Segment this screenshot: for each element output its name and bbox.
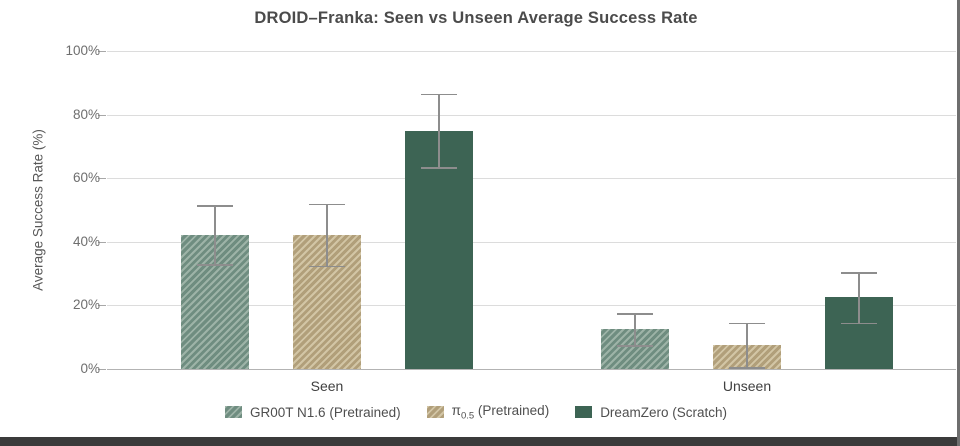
legend-label: DreamZero (Scratch) — [600, 404, 727, 420]
error-bar — [421, 167, 457, 169]
window-bottom-edge — [0, 437, 960, 446]
legend-label: GR00T N1.6 (Pretrained) — [250, 404, 401, 420]
x-category-label-unseen: Unseen — [722, 378, 772, 394]
legend-item-0: GR00T N1.6 (Pretrained) — [225, 405, 401, 420]
error-bar — [421, 93, 457, 96]
legend-item-2: DreamZero (Scratch) — [575, 405, 727, 420]
gridline — [107, 51, 956, 52]
error-bar — [214, 205, 216, 265]
error-bar — [858, 272, 860, 323]
chart-title: DROID–Franka: Seen vs Unseen Average Suc… — [254, 9, 698, 27]
y-tick-label: 100% — [65, 43, 100, 58]
error-bar — [617, 345, 653, 347]
error-bar — [746, 322, 748, 368]
y-tick-label: 40% — [72, 233, 100, 249]
error-bar — [326, 203, 328, 266]
legend-item-1: π0.5 (Pretrained) — [426, 403, 550, 422]
legend-label: π0.5 (Pretrained) — [451, 403, 550, 422]
error-bar — [197, 205, 233, 207]
y-tick-label: 60% — [72, 170, 100, 186]
bar-unseen-series-0 — [601, 329, 669, 369]
gridline — [107, 178, 956, 180]
error-bar — [309, 265, 345, 268]
gridline — [107, 241, 956, 243]
bar-seen-series-2 — [405, 130, 473, 369]
y-tick-label: 80% — [72, 106, 100, 122]
y-tick-mark — [98, 241, 106, 243]
legend: GR00T N1.6 (Pretrained) π0.5 (Pretrained)… — [0, 403, 952, 422]
error-bar — [729, 367, 765, 369]
y-tick-mark — [98, 51, 106, 52]
gridline — [107, 305, 956, 307]
bar-seen-series-1 — [293, 235, 361, 369]
legend-swatch — [426, 406, 444, 419]
bar-seen-series-0 — [181, 235, 249, 369]
error-bar — [309, 203, 345, 206]
error-bar — [617, 313, 653, 315]
error-bar — [841, 322, 877, 325]
y-tick-mark — [98, 178, 106, 180]
error-bar — [634, 313, 636, 346]
x-category-label-seen: Seen — [310, 378, 344, 394]
y-axis-label: Average Success Rate (%) — [30, 129, 46, 291]
plot-area — [107, 51, 956, 370]
error-bar — [197, 264, 233, 266]
y-tick-mark — [98, 114, 106, 116]
error-bar — [841, 272, 877, 274]
gridline — [107, 114, 956, 116]
legend-swatch — [575, 406, 593, 419]
y-tick-mark — [98, 305, 106, 307]
window-right-edge — [957, 0, 960, 446]
error-bar — [729, 322, 765, 325]
x-axis-line — [107, 369, 956, 370]
error-bar — [438, 93, 440, 168]
y-tick-label: 20% — [72, 297, 100, 313]
y-tick-label: 0% — [80, 361, 100, 376]
legend-swatch — [225, 406, 243, 419]
y-tick-mark — [98, 369, 106, 370]
